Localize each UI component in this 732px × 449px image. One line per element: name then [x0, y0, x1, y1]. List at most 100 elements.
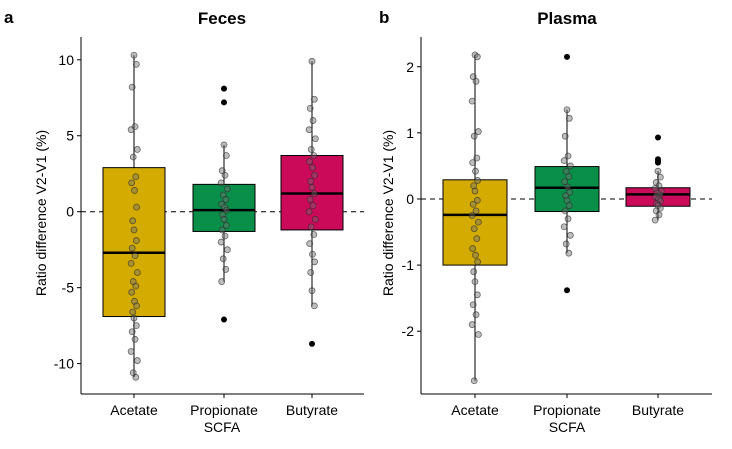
data-point — [474, 258, 482, 266]
data-point — [473, 235, 481, 243]
data-point — [306, 240, 314, 248]
data-point — [472, 251, 479, 259]
box-acetate — [442, 51, 508, 385]
panel-plasma: b Plasma Ratio difference V2-V1 (%) SCFA… — [379, 8, 712, 435]
data-point — [222, 221, 230, 229]
box-butyrate — [625, 134, 691, 224]
data-point — [471, 187, 479, 195]
data-point — [473, 53, 481, 61]
data-point — [560, 223, 568, 231]
y-tick-label: 2 — [406, 59, 414, 75]
outlier-point — [655, 134, 661, 141]
data-point — [132, 173, 140, 181]
data-point — [133, 269, 141, 276]
data-point — [655, 211, 663, 219]
data-point — [221, 171, 229, 179]
data-point — [566, 231, 574, 239]
data-point — [564, 215, 572, 223]
outlier-point — [564, 53, 570, 60]
data-point — [132, 373, 140, 381]
data-point — [470, 377, 478, 385]
data-point — [309, 164, 316, 172]
y-tick-label: -2 — [402, 323, 415, 339]
x-axis-title: SCFA — [204, 419, 241, 435]
data-point — [565, 249, 573, 257]
data-point — [472, 167, 479, 175]
x-axis-title: SCFA — [549, 419, 586, 435]
data-point — [311, 171, 319, 179]
data-point — [223, 206, 231, 214]
x-tick-label: Propionate — [533, 402, 601, 418]
data-point — [566, 162, 574, 170]
box-propionate — [534, 53, 600, 294]
data-point — [223, 185, 231, 193]
data-point — [308, 287, 316, 295]
x-tick-label: Acetate — [110, 402, 158, 418]
data-point — [474, 128, 482, 135]
data-point — [130, 314, 138, 322]
data-point — [129, 308, 137, 316]
x-tick-label: Acetate — [451, 402, 499, 418]
data-point — [132, 237, 140, 244]
data-point — [310, 302, 318, 310]
data-point — [311, 135, 319, 143]
data-point — [133, 203, 141, 211]
data-point — [310, 231, 318, 238]
panel-title: Plasma — [537, 9, 597, 28]
data-point — [561, 132, 569, 140]
panel-letter: b — [379, 8, 389, 27]
data-point — [223, 246, 231, 254]
data-point — [307, 146, 315, 153]
data-point — [473, 291, 481, 299]
data-point — [222, 196, 230, 203]
data-point — [306, 196, 314, 203]
data-point — [564, 152, 572, 160]
y-tick-label: 0 — [66, 204, 74, 220]
box-acetate — [102, 51, 166, 381]
data-point — [218, 278, 226, 285]
data-point — [565, 202, 573, 209]
data-point — [308, 183, 316, 191]
data-point — [131, 252, 139, 260]
data-point — [311, 215, 319, 223]
data-point — [563, 106, 571, 114]
data-point — [310, 95, 318, 103]
y-tick-label: -1 — [402, 257, 415, 273]
y-tick-label: 0 — [406, 191, 414, 207]
data-point — [128, 179, 136, 187]
data-point — [130, 51, 138, 59]
data-point — [305, 126, 313, 134]
data-point — [468, 97, 476, 105]
data-point — [472, 77, 480, 85]
data-point — [656, 173, 664, 181]
data-point — [310, 190, 318, 197]
y-axis-title: Ratio difference V2-V1 (%) — [33, 130, 49, 296]
data-point — [218, 226, 226, 234]
data-point — [305, 208, 313, 216]
data-point — [131, 187, 138, 194]
x-tick-label: Propionate — [190, 402, 258, 418]
data-point — [474, 331, 482, 338]
x-tick-label: Butyrate — [286, 402, 338, 418]
data-point — [311, 258, 319, 266]
data-point — [128, 83, 136, 91]
x-tick-label: Butyrate — [632, 402, 684, 418]
data-point — [127, 126, 135, 134]
data-point — [129, 217, 137, 225]
outlier-point — [309, 340, 315, 347]
data-point — [469, 200, 477, 208]
data-point — [474, 177, 482, 184]
data-point — [470, 182, 478, 190]
data-point — [309, 117, 317, 124]
data-point — [128, 288, 136, 296]
data-point — [468, 212, 476, 219]
data-point — [220, 215, 228, 223]
outlier-point — [221, 316, 227, 323]
data-point — [469, 245, 477, 252]
data-point — [221, 232, 229, 240]
data-point — [306, 105, 314, 112]
y-tick-label: 5 — [66, 128, 74, 144]
data-point — [133, 302, 141, 310]
y-tick-label: -10 — [54, 356, 74, 372]
